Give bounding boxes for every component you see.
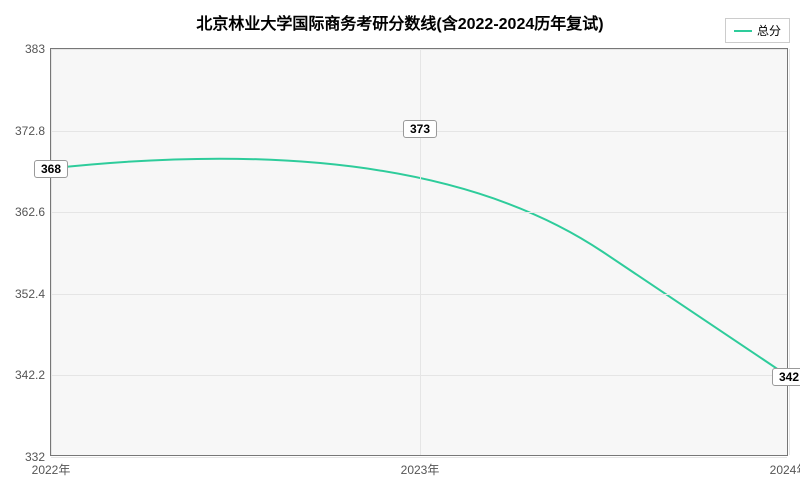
line-path bbox=[51, 49, 787, 455]
grid-line-v bbox=[420, 49, 421, 455]
y-axis-label: 342.2 bbox=[15, 368, 51, 382]
x-axis-label: 2023年 bbox=[401, 455, 440, 478]
chart-container: 北京林业大学国际商务考研分数线(含2022-2024历年复试) 总分 33234… bbox=[0, 0, 800, 500]
grid-line-h bbox=[51, 212, 787, 213]
grid-line-h bbox=[51, 294, 787, 295]
grid-line-v bbox=[789, 49, 790, 455]
legend-label: 总分 bbox=[757, 22, 781, 39]
y-axis-label: 352.4 bbox=[15, 287, 51, 301]
data-point-label: 373 bbox=[403, 120, 437, 138]
y-axis-label: 372.8 bbox=[15, 124, 51, 138]
y-axis-label: 383 bbox=[25, 42, 51, 56]
plot-area: 332342.2352.4362.6372.83832022年2023年2024… bbox=[50, 48, 788, 456]
y-axis-label: 362.6 bbox=[15, 205, 51, 219]
data-point-label: 368 bbox=[34, 160, 68, 178]
x-axis-label: 2024年 bbox=[770, 455, 800, 478]
grid-line-v bbox=[51, 49, 52, 455]
legend-swatch bbox=[734, 30, 752, 32]
data-point-label: 342 bbox=[772, 368, 800, 386]
chart-title: 北京林业大学国际商务考研分数线(含2022-2024历年复试) bbox=[0, 10, 800, 34]
x-axis-label: 2022年 bbox=[32, 455, 71, 478]
grid-line-h bbox=[51, 49, 787, 50]
legend: 总分 bbox=[725, 18, 790, 43]
grid-line-h bbox=[51, 375, 787, 376]
